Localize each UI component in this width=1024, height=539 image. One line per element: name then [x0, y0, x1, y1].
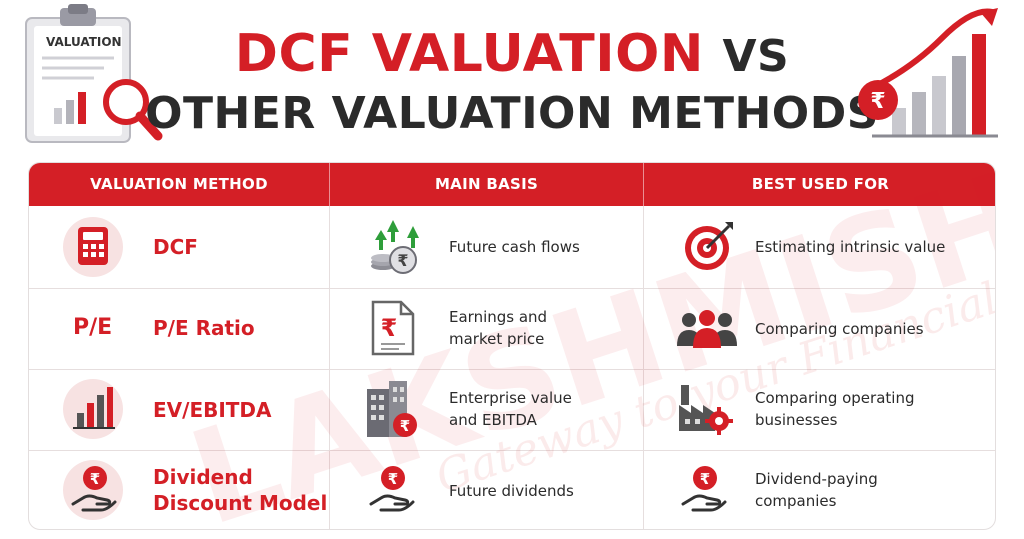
coins-growth-icon: ₹: [371, 220, 419, 274]
growth-chart-icon: ₹: [858, 8, 998, 138]
best-use-text: Estimating intrinsic value: [755, 238, 946, 256]
basis-text-line2: and EBITDA: [449, 411, 537, 429]
row-divider: [29, 450, 995, 451]
column-divider: [329, 206, 330, 529]
page-title-line1: DCF VALUATION VS: [0, 24, 1024, 87]
method-name: P/E Ratio: [153, 316, 255, 340]
column-header-basis: MAIN BASIS: [329, 163, 643, 206]
table-row: DCF ₹ Future cash flows Estimating intri…: [29, 206, 995, 288]
svg-text:₹: ₹: [381, 314, 398, 342]
hand-rupee-icon: ₹: [681, 466, 727, 512]
clipboard-label: VALUATION: [46, 35, 122, 49]
row-divider: [29, 369, 995, 370]
svg-text:₹: ₹: [90, 470, 100, 488]
basis-text: Future dividends: [449, 482, 574, 500]
page-title-line2: OTHER VALUATION METHODS: [145, 88, 879, 139]
best-use-text-line2: businesses: [755, 411, 838, 429]
basis-text-line2: market price: [449, 330, 545, 348]
method-name: DCF: [153, 235, 198, 259]
building-rupee-icon: ₹: [367, 381, 417, 437]
method-name: EV/EBITDA: [153, 398, 272, 422]
svg-text:₹: ₹: [700, 470, 710, 488]
basis-text: Future cash flows: [449, 238, 580, 256]
table-row: ₹ Dividend Discount Model ₹ Future divid…: [29, 450, 995, 529]
column-header-best-use: BEST USED FOR: [643, 163, 995, 206]
title-vs: VS: [722, 31, 790, 82]
target-icon: [685, 222, 733, 270]
best-use-text-line2: companies: [755, 492, 837, 510]
basis-text-line1: Earnings and: [449, 308, 548, 326]
svg-text:₹: ₹: [400, 417, 410, 435]
comparison-table: VALUATION METHOD MAIN BASIS BEST USED FO…: [28, 162, 996, 530]
svg-text:₹: ₹: [397, 251, 408, 270]
pe-symbol: P/E: [73, 315, 113, 340]
people-group-icon: [677, 310, 737, 348]
title-highlight: DCF VALUATION: [234, 24, 704, 84]
rupee-document-icon: ₹: [371, 300, 415, 356]
bar-chart-icon: [73, 387, 115, 429]
calculator-icon: [78, 227, 108, 265]
best-use-text: Comparing companies: [755, 320, 924, 338]
row-divider: [29, 288, 995, 289]
basis-text-line1: Enterprise value: [449, 389, 572, 407]
hand-rupee-icon: ₹: [71, 466, 117, 512]
method-name-line1: Dividend: [153, 465, 253, 489]
method-name-line2: Discount Model: [153, 491, 328, 515]
factory-gear-icon: [679, 385, 733, 435]
clipboard-valuation-icon: VALUATION: [25, 4, 163, 143]
table-row: EV/EBITDA ₹ Enterprise value and EBITDA …: [29, 369, 995, 450]
column-header-method: VALUATION METHOD: [90, 175, 268, 193]
rupee-symbol: ₹: [870, 89, 885, 114]
table-header: VALUATION METHOD MAIN BASIS BEST USED FO…: [29, 163, 995, 206]
hand-rupee-icon: ₹: [369, 466, 415, 512]
svg-text:₹: ₹: [388, 470, 398, 488]
best-use-text-line1: Dividend-paying: [755, 470, 878, 488]
best-use-text-line1: Comparing operating: [755, 389, 915, 407]
column-divider: [643, 206, 644, 529]
table-row: P/E P/E Ratio ₹ Earnings and market pric…: [29, 288, 995, 369]
